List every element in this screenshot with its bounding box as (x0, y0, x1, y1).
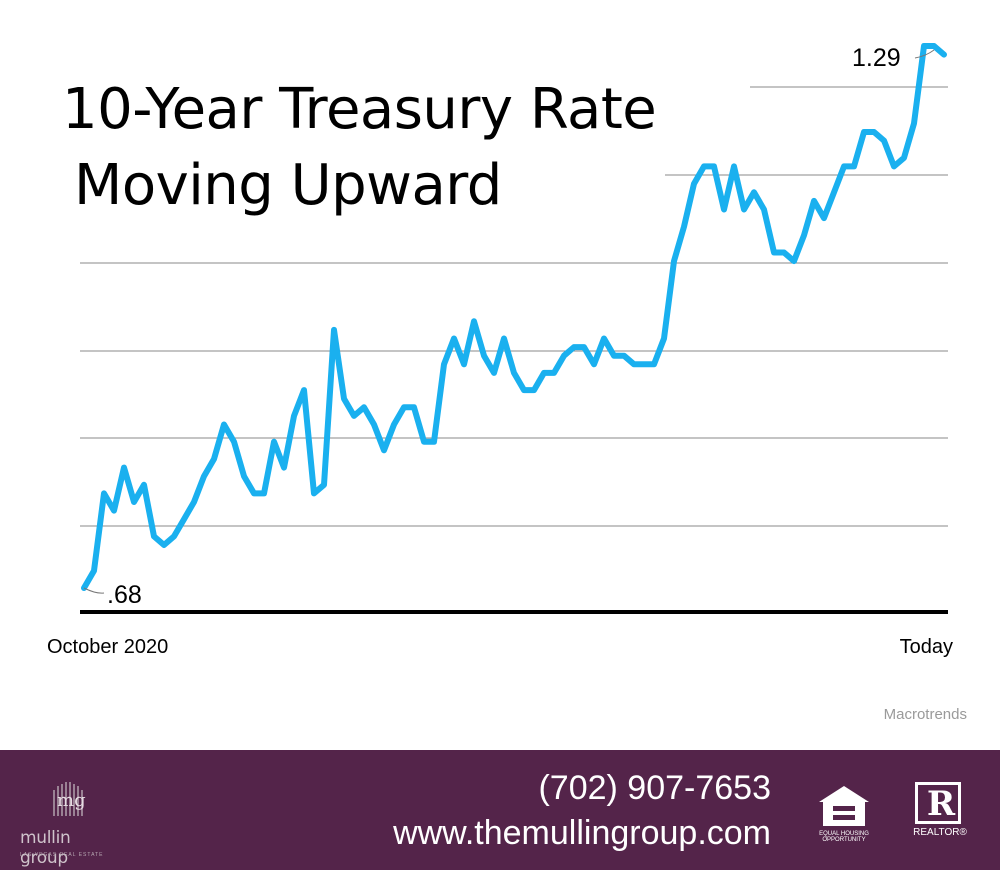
realtor-label: REALTOR® (913, 827, 967, 838)
realtor-badge: R REALTOR® (913, 780, 967, 842)
end-label-leader (914, 49, 935, 59)
x-start-label: October 2020 (47, 636, 168, 658)
chart-title-line-1: 10-Year Treasury Rate (62, 77, 657, 142)
series-line (81, 43, 947, 591)
gridlines (80, 86, 948, 527)
equal-housing-icon (819, 786, 869, 826)
equal-housing-badge: EQUAL HOUSING OPPORTUNITY (815, 782, 873, 843)
chart-title: 10-Year Treasury Rate Moving Upward (62, 72, 657, 224)
chart-title-line-2: Moving Upward (74, 153, 502, 218)
source-label: Macrotrends (884, 706, 967, 723)
phone-number[interactable]: (702) 907-7653 (538, 769, 771, 807)
start-value-label: .68 (107, 581, 142, 609)
logo-name: mullin group (20, 828, 71, 868)
realtor-icon: R (915, 782, 961, 824)
logo-tagline: LAS VEGAS REAL ESTATE (20, 852, 104, 858)
mg-monogram-icon: mg (53, 782, 86, 816)
x-end-label: Today (900, 636, 953, 658)
website-link[interactable]: www.themullingroup.com (393, 814, 771, 852)
treasury-rate-chart: .68 1.29 October 2020 Today Macrotrends (47, 43, 967, 723)
end-value-label: 1.29 (852, 44, 901, 72)
footer-bar: mg mullin group LAS VEGAS REAL ESTATE (7… (0, 750, 1000, 870)
start-label-leader (83, 587, 105, 594)
mullin-group-logo: mg mullin group LAS VEGAS REAL ESTATE (20, 770, 110, 868)
realtor-letter: R (926, 784, 956, 824)
equal-housing-label: EQUAL HOUSING OPPORTUNITY (819, 831, 869, 843)
svg-text:mg: mg (57, 790, 86, 811)
